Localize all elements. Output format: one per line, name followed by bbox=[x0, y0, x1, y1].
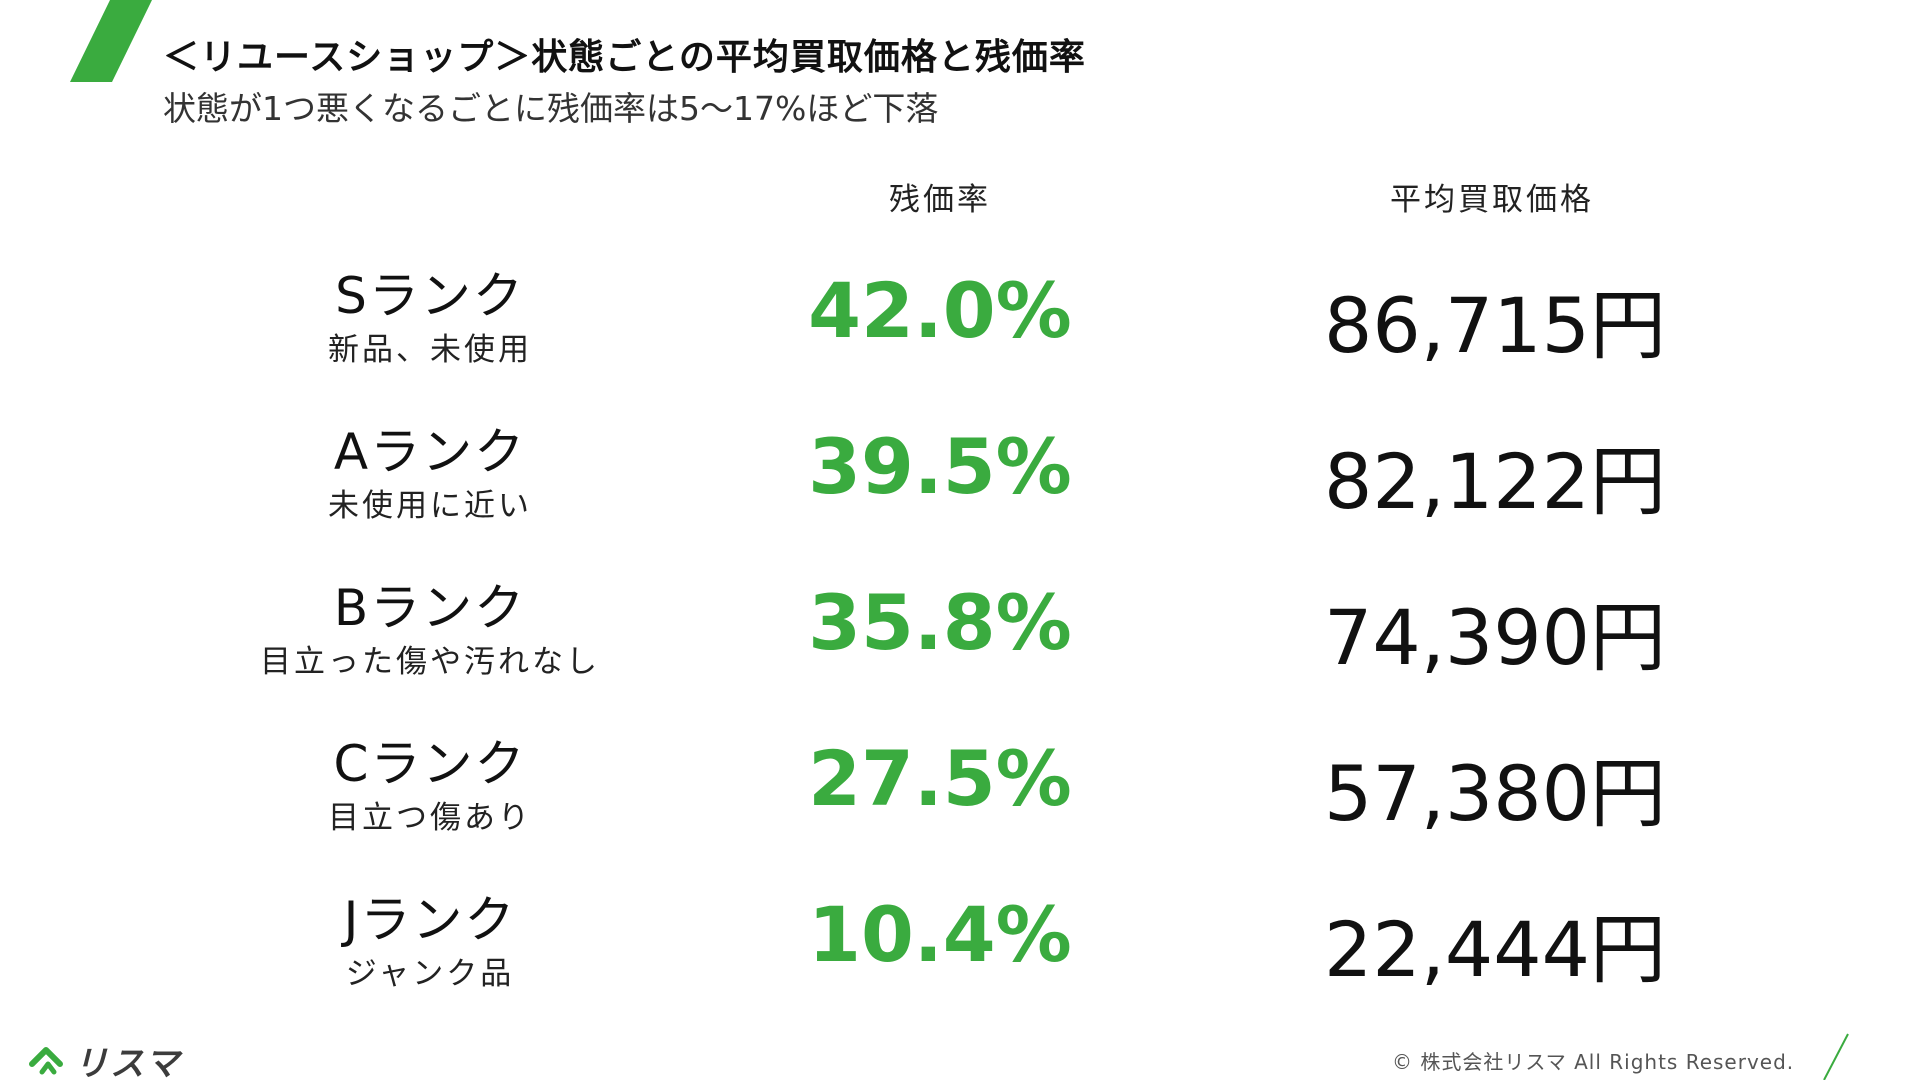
logo-text: リスマ bbox=[74, 1044, 181, 1084]
rank-name: Jランク bbox=[343, 891, 517, 949]
column-header-rate: 残価率 bbox=[889, 182, 991, 218]
logo-arrow-icon bbox=[29, 1046, 63, 1074]
residual-rate-value: 35.8% bbox=[808, 578, 1072, 667]
page-subtitle: 状態が1つ悪くなるごとに残価率は5〜17%ほど下落 bbox=[163, 89, 939, 128]
rank-row-c: Cランク 目立つ傷あり 27.5% 57,380円 bbox=[0, 724, 1920, 874]
rank-row-j: Jランク ジャンク品 10.4% 22,444円 bbox=[0, 880, 1920, 1030]
rank-name: Aランク bbox=[333, 423, 527, 481]
rank-name: Bランク bbox=[333, 579, 527, 637]
company-logo: リスマ bbox=[28, 1036, 181, 1085]
rank-row-b: Bランク 目立った傷や汚れなし 35.8% 74,390円 bbox=[0, 568, 1920, 718]
rank-description: 新品、未使用 bbox=[328, 332, 532, 368]
accent-line-bottom bbox=[1823, 1033, 1849, 1080]
residual-rate-value: 10.4% bbox=[808, 890, 1072, 979]
rank-description: 目立った傷や汚れなし bbox=[260, 644, 600, 680]
residual-rate-value: 27.5% bbox=[808, 734, 1072, 823]
copyright-notice: © 株式会社リスマ All Rights Reserved. bbox=[1392, 1050, 1795, 1074]
rank-row-s: Sランク 新品、未使用 42.0% 86,715円 bbox=[0, 256, 1920, 406]
residual-rate-value: 39.5% bbox=[808, 422, 1072, 511]
rank-description: 未使用に近い bbox=[328, 488, 532, 524]
rank-row-a: Aランク 未使用に近い 39.5% 82,122円 bbox=[0, 412, 1920, 562]
rank-description: ジャンク品 bbox=[345, 956, 515, 992]
average-price-value: 57,380円 bbox=[1324, 749, 1666, 838]
average-price-value: 86,715円 bbox=[1324, 281, 1666, 370]
rank-name: Cランク bbox=[333, 735, 527, 793]
average-price-value: 22,444円 bbox=[1324, 905, 1666, 994]
average-price-value: 82,122円 bbox=[1324, 437, 1666, 526]
residual-rate-value: 42.0% bbox=[808, 266, 1072, 355]
page-title: ＜リユースショップ＞状態ごとの平均買取価格と残価率 bbox=[163, 37, 1086, 78]
column-header-price: 平均買取価格 bbox=[1390, 182, 1594, 218]
average-price-value: 74,390円 bbox=[1324, 593, 1666, 682]
accent-stripe-top bbox=[70, 0, 152, 82]
rank-name: Sランク bbox=[335, 267, 525, 325]
rank-description: 目立つ傷あり bbox=[328, 800, 532, 836]
